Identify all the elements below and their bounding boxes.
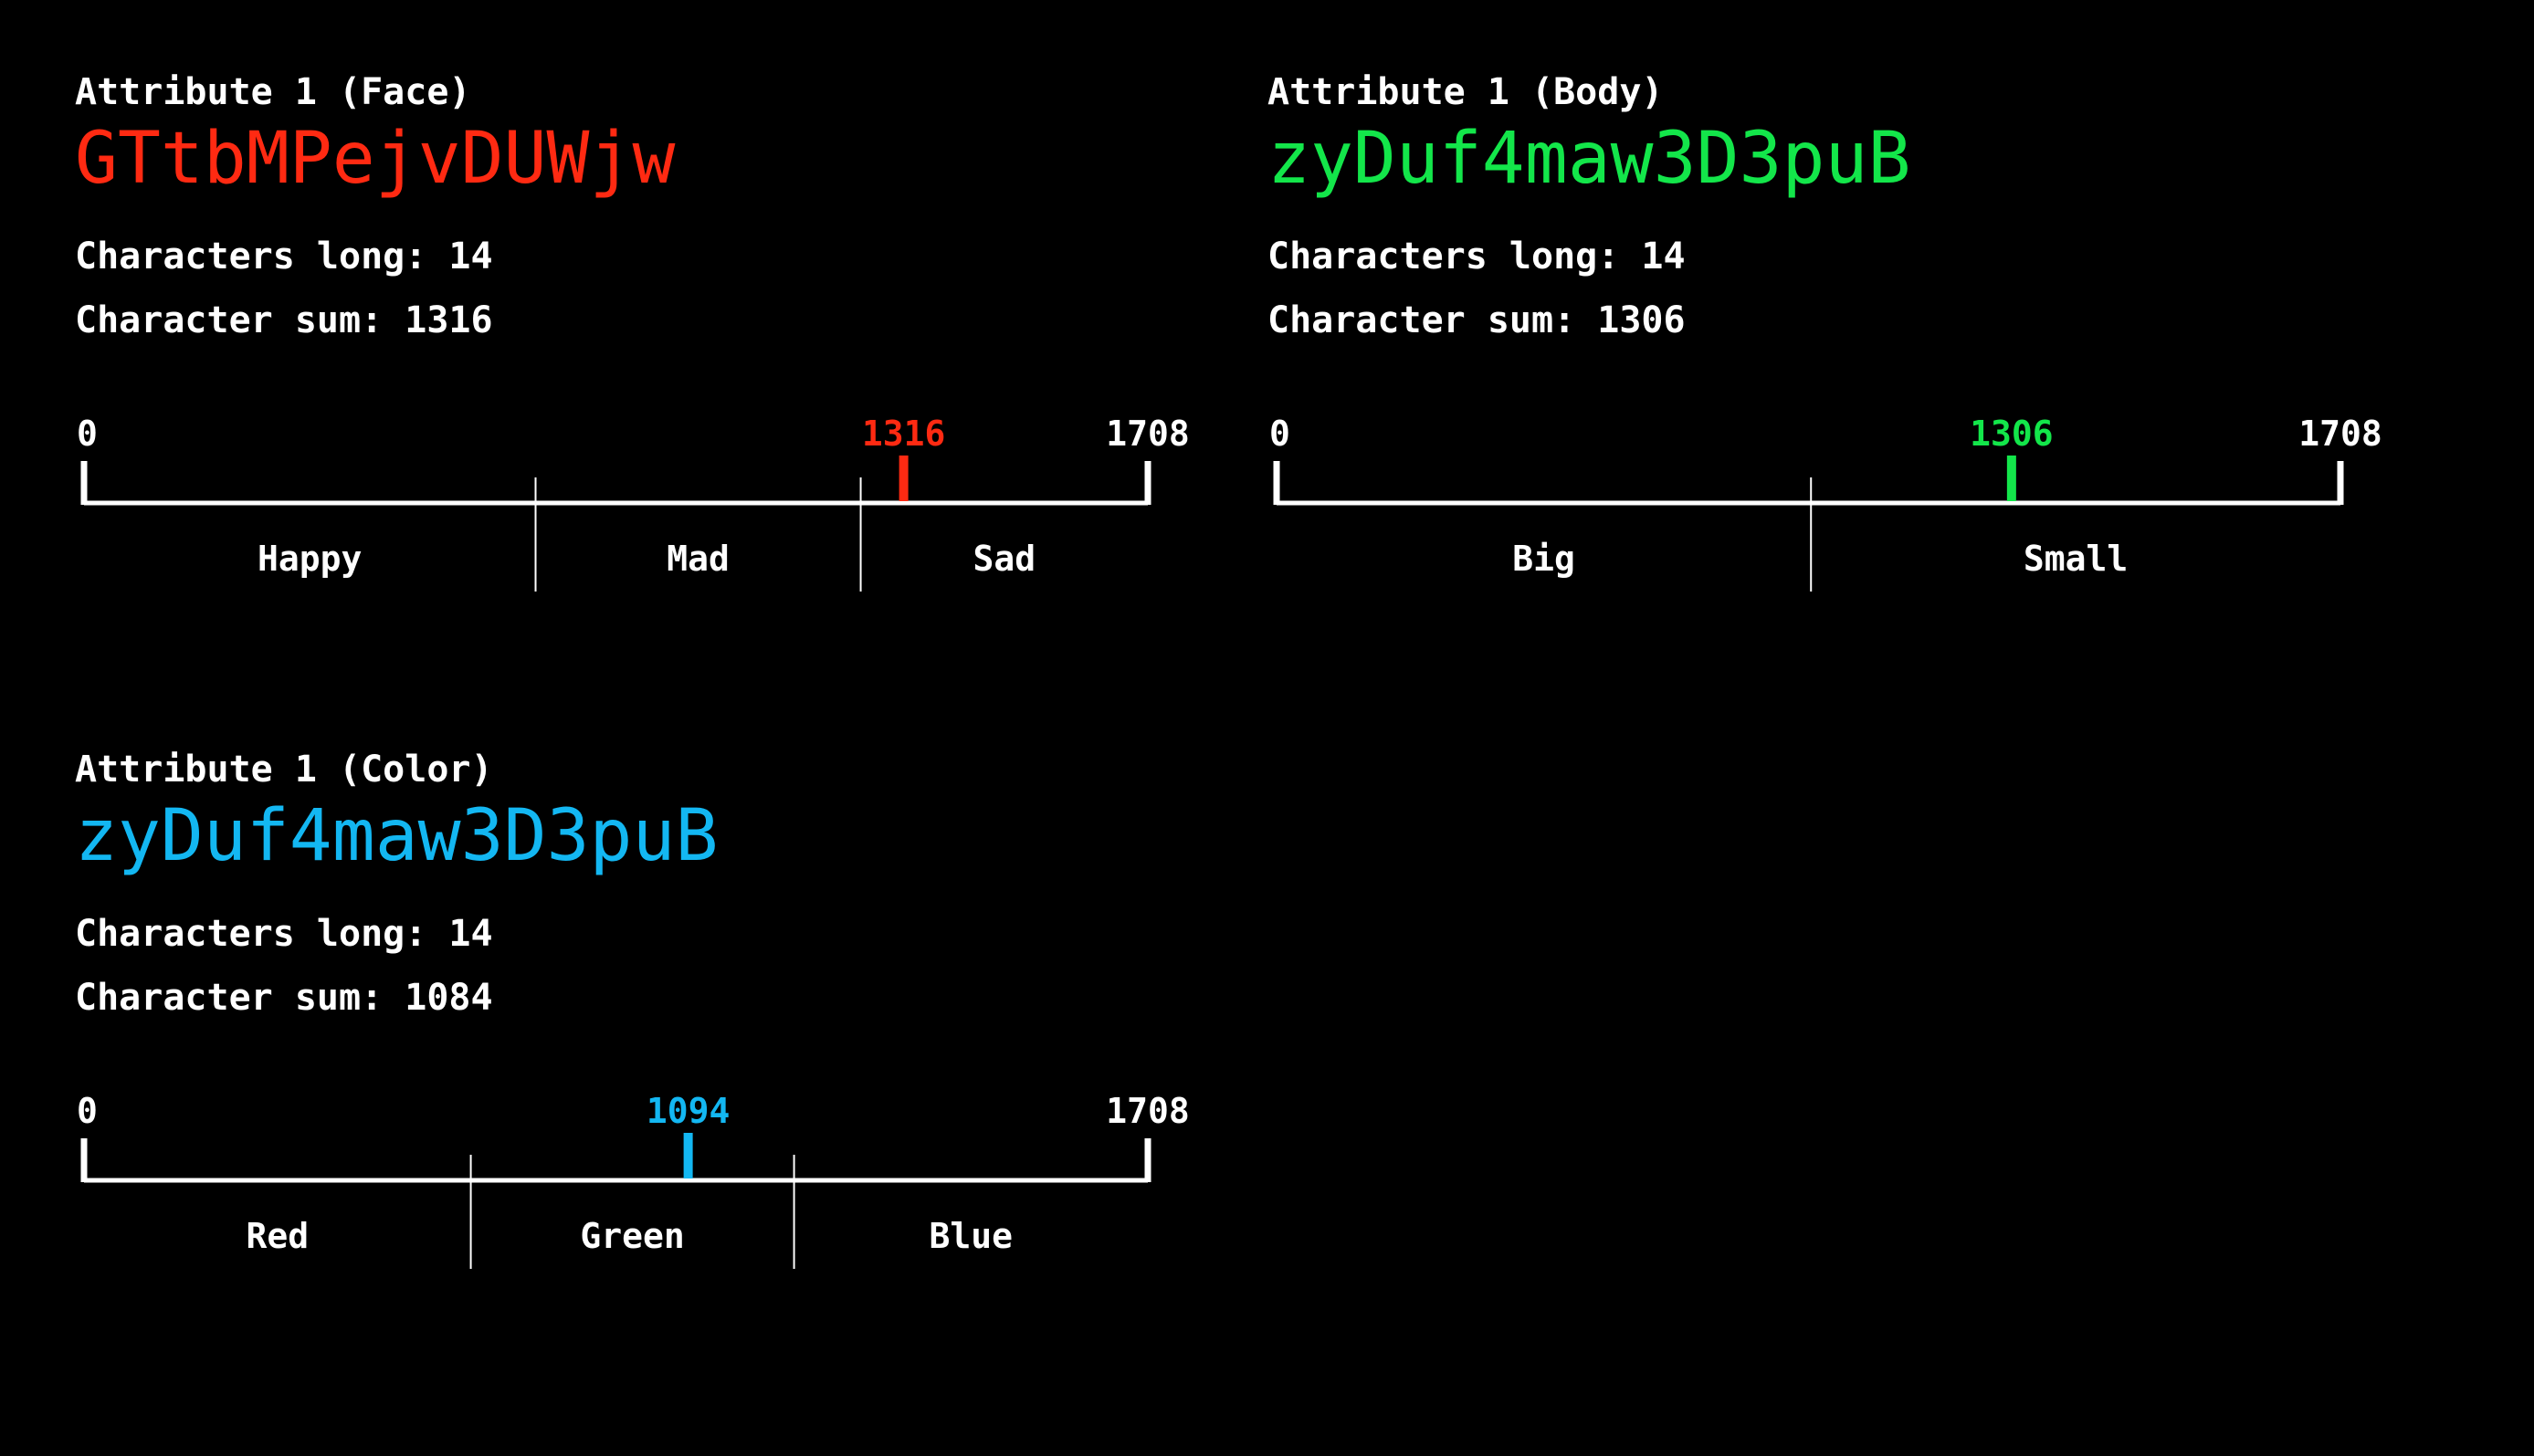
category-label: Green [580,1216,684,1256]
category-label: Blue [930,1216,1014,1256]
scale-max-label: 1708 [1106,414,1190,454]
characters-long-label: Characters long: 14 [75,236,493,278]
value-marker-label: 1094 [647,1091,731,1131]
scale-min-label: 0 [1269,414,1290,454]
attribute-title: Attribute 1 (Color) [75,749,493,791]
attribute-title: Attribute 1 (Body) [1267,71,1664,113]
scale-min-label: 0 [77,1091,98,1131]
scale-max-label: 1708 [1106,1091,1190,1131]
characters-long-label: Characters long: 14 [1267,236,1686,278]
attribute-panel-color: Attribute 1 (Color) zyDuf4maw3D3puB Char… [75,677,1262,1316]
category-label: Big [1512,539,1575,579]
scale-bar: 0 1708 Happy Mad Sad 1316 [77,414,1190,592]
scale-max-label: 1708 [2298,414,2382,454]
scale-bar: 0 1708 Big Small 1306 [1269,414,2382,592]
category-label: Happy [258,539,362,579]
scale-min-label: 0 [77,414,98,454]
scale-bar: 0 1708 Red Green Blue 1094 [77,1091,1190,1269]
value-marker-label: 1306 [1970,414,2054,454]
character-sum-label: Character sum: 1306 [1267,299,1686,341]
attribute-panel-body: Attribute 1 (Body) zyDuf4maw3D3puB Chara… [1267,0,2455,639]
value-marker-label: 1316 [862,414,946,454]
attribute-value: zyDuf4maw3D3puB [75,795,719,877]
character-sum-label: Character sum: 1316 [75,299,493,341]
category-label: Sad [973,539,1036,579]
category-label: Red [246,1216,309,1256]
category-label: Small [2024,539,2128,579]
category-label: Mad [667,539,730,579]
attribute-value: zyDuf4maw3D3puB [1267,118,1911,200]
attribute-panel-face: Attribute 1 (Face) GTtbMPejvDUWjw Charac… [75,0,1262,639]
characters-long-label: Characters long: 14 [75,913,493,955]
character-sum-label: Character sum: 1084 [75,977,493,1019]
attribute-title: Attribute 1 (Face) [75,71,471,113]
attribute-value: GTtbMPejvDUWjw [75,118,676,200]
